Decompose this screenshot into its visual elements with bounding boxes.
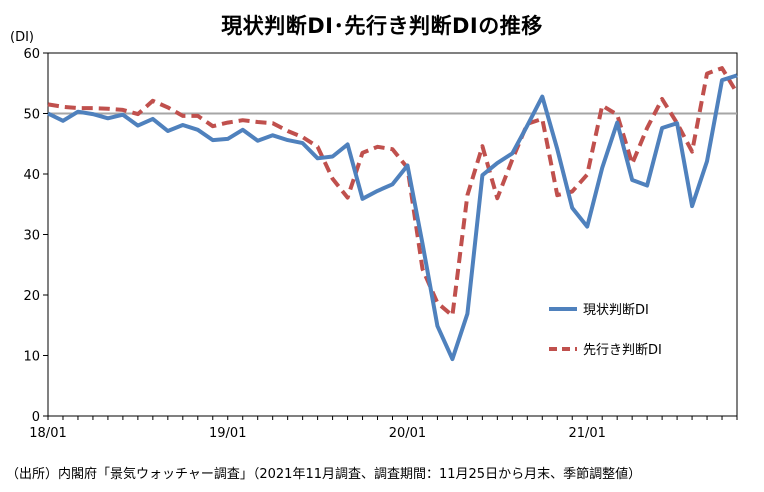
y-tick-label: 40	[23, 168, 40, 183]
y-tick-label: 60	[23, 47, 40, 62]
y-tick-label: 10	[23, 350, 40, 365]
legend-label-outlook: 先行き判断DI	[583, 343, 662, 358]
series-line-outlook	[47, 66, 739, 318]
y-tick-label: 0	[32, 410, 40, 425]
x-tick-label: 18/01	[29, 426, 66, 441]
source-note: （出所）内閣府「景気ウォッチャー調査」（2021年11月調査、調査期間：11月2…	[6, 467, 642, 482]
y-axis-unit-label: (DI)	[10, 30, 34, 45]
y-tick-label: 20	[23, 289, 40, 304]
x-tick-label: 21/01	[568, 426, 605, 441]
legend-label-current: 現状判断DI	[583, 303, 649, 318]
plot-frame	[47, 52, 738, 417]
chart-title: 現状判断DI･先行き判断DIの推移	[221, 14, 543, 38]
y-tick-label: 30	[23, 229, 40, 244]
y-tick-label: 50	[23, 108, 40, 123]
x-tick-label: 20/01	[389, 426, 426, 441]
x-tick-label: 19/01	[209, 426, 246, 441]
series-line-current	[47, 73, 738, 362]
